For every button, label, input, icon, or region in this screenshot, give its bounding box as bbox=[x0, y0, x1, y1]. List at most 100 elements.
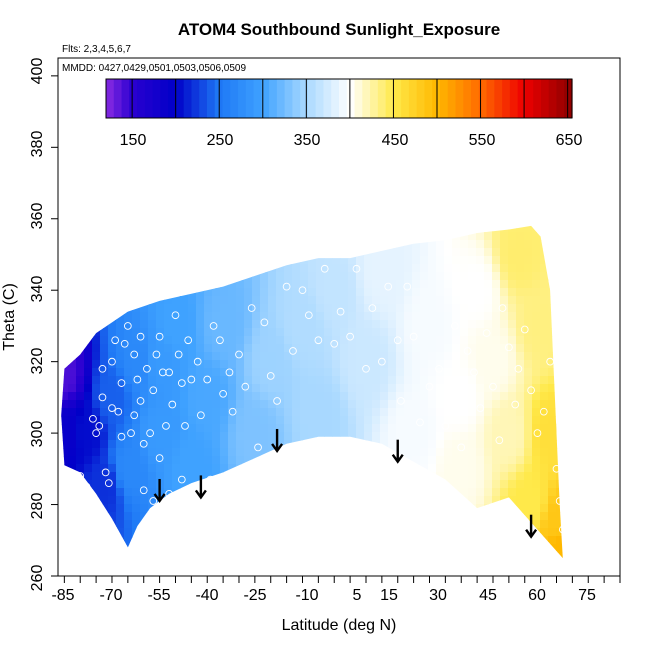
profile-arrow-head bbox=[391, 453, 404, 464]
heatmap-cell bbox=[508, 296, 517, 305]
heatmap-cell bbox=[548, 200, 557, 209]
heatmap-cell bbox=[108, 352, 117, 361]
heatmap-cell bbox=[516, 376, 525, 385]
heatmap-cell bbox=[508, 384, 517, 393]
heatmap-cell bbox=[452, 456, 461, 465]
heatmap-cell bbox=[372, 280, 381, 289]
heatmap-cell bbox=[428, 344, 437, 353]
heatmap-cell bbox=[204, 416, 213, 425]
observation-point bbox=[108, 357, 116, 366]
heatmap-cell bbox=[100, 368, 109, 377]
heatmap-cell bbox=[444, 512, 453, 521]
heatmap-cell bbox=[148, 416, 157, 425]
heatmap-cell bbox=[180, 344, 189, 353]
heatmap-cell bbox=[324, 336, 333, 345]
heatmap-cell bbox=[61, 384, 69, 393]
heatmap-cell bbox=[148, 208, 157, 217]
heatmap-cell bbox=[172, 256, 181, 265]
heatmap-cell bbox=[564, 408, 573, 417]
heatmap-cell bbox=[156, 416, 165, 425]
heatmap-cell bbox=[500, 328, 509, 337]
heatmap-cell bbox=[76, 544, 85, 553]
heatmap-cell bbox=[468, 216, 477, 225]
heatmap-cell bbox=[204, 225, 213, 233]
heatmap-cell bbox=[260, 384, 269, 393]
heatmap-cell bbox=[108, 544, 117, 553]
heatmap-cell bbox=[508, 288, 517, 297]
heatmap-cell bbox=[292, 304, 301, 313]
observation-point bbox=[162, 422, 170, 430]
heatmap-cell bbox=[492, 488, 501, 497]
heatmap-cell bbox=[188, 512, 197, 521]
observation-point bbox=[76, 472, 85, 480]
heatmap-cell bbox=[380, 424, 389, 433]
heatmap-cell bbox=[588, 288, 597, 297]
observation-point bbox=[168, 400, 177, 409]
heatmap-cell bbox=[252, 384, 261, 393]
heatmap-cell bbox=[284, 264, 293, 273]
heatmap-cell bbox=[212, 424, 221, 433]
heatmap-cell bbox=[292, 384, 301, 393]
heatmap-cell bbox=[140, 416, 149, 425]
heatmap-cell bbox=[76, 248, 85, 257]
observation-point bbox=[89, 414, 97, 423]
heatmap-cell bbox=[212, 472, 221, 481]
heatmap-cell bbox=[484, 328, 493, 337]
heatmap-cell bbox=[172, 488, 181, 497]
heatmap-cell bbox=[484, 424, 493, 433]
heatmap-cell bbox=[588, 544, 597, 553]
heatmap-cell bbox=[340, 304, 349, 313]
heatmap-cell bbox=[76, 264, 85, 273]
heatmap-cell bbox=[180, 528, 189, 537]
heatmap-cell bbox=[332, 392, 341, 401]
heatmap-cell bbox=[308, 536, 317, 545]
heatmap-cell bbox=[61, 488, 69, 497]
heatmap-cell bbox=[300, 296, 309, 305]
heatmap-cell bbox=[508, 552, 517, 559]
heatmap-cell bbox=[92, 376, 101, 385]
heatmap-cell bbox=[364, 472, 373, 481]
heatmap-cell bbox=[268, 336, 277, 345]
heatmap-cell bbox=[340, 480, 349, 489]
heatmap-cell bbox=[372, 480, 381, 489]
heatmap-cell bbox=[228, 320, 237, 329]
colorbar-cell bbox=[455, 79, 464, 118]
heatmap-cell bbox=[156, 536, 165, 545]
heatmap-cell bbox=[556, 280, 563, 289]
heatmap-cell bbox=[292, 552, 301, 559]
colorbar-cell bbox=[439, 79, 449, 118]
heatmap-cell bbox=[380, 504, 389, 513]
observation-point bbox=[514, 364, 523, 373]
heatmap-cell bbox=[460, 264, 469, 273]
heatmap-cell bbox=[436, 225, 445, 233]
heatmap-cell bbox=[244, 256, 253, 265]
heatmap-cell bbox=[220, 512, 229, 521]
heatmap-cell bbox=[236, 296, 245, 305]
heatmap-cell bbox=[388, 264, 397, 273]
heatmap-cell bbox=[404, 248, 413, 257]
heatmap-cell bbox=[284, 416, 293, 425]
heatmap-cell bbox=[132, 208, 141, 217]
heatmap-cell bbox=[204, 352, 213, 361]
observation-point bbox=[133, 375, 142, 384]
heatmap-cell bbox=[388, 392, 397, 401]
heatmap-cell bbox=[404, 304, 413, 313]
heatmap-cell bbox=[420, 352, 429, 361]
heatmap-cell bbox=[292, 512, 301, 521]
heatmap-cell bbox=[508, 456, 517, 465]
observation-point bbox=[193, 357, 202, 366]
heatmap-cell bbox=[452, 208, 461, 217]
heatmap-cell bbox=[132, 264, 141, 273]
heatmap-cell bbox=[244, 200, 253, 209]
heatmap-cell bbox=[372, 552, 381, 559]
heatmap-cell bbox=[572, 248, 581, 257]
heatmap-cell bbox=[420, 408, 429, 417]
heatmap-cell bbox=[244, 400, 253, 409]
heatmap-cell bbox=[140, 344, 149, 353]
heatmap-cell bbox=[156, 232, 165, 241]
heatmap-cell bbox=[292, 408, 301, 417]
heatmap-cell bbox=[444, 408, 453, 417]
heatmap-cell bbox=[268, 264, 277, 273]
heatmap-cell bbox=[300, 400, 309, 409]
heatmap-cell bbox=[340, 376, 349, 385]
